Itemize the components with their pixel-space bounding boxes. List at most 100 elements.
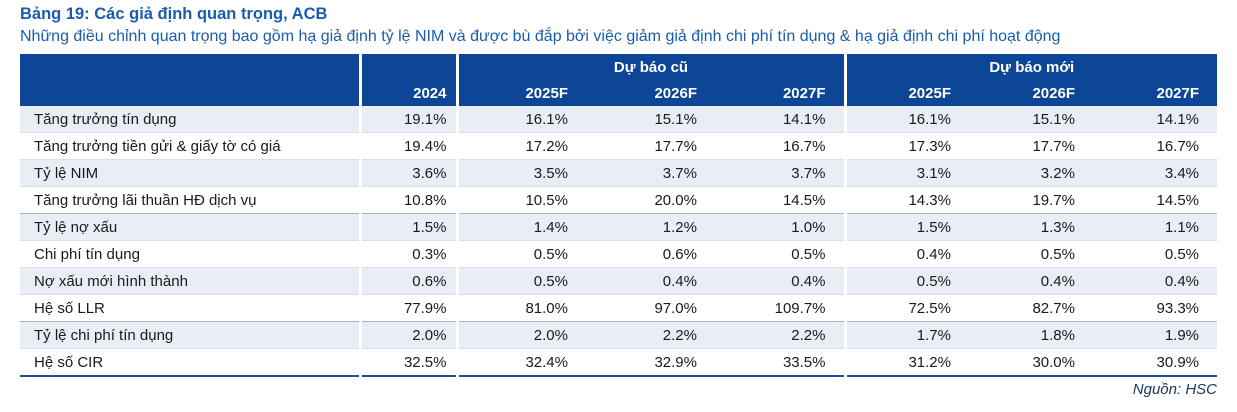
cell-value: 17.2% bbox=[455, 132, 586, 160]
cell-value: 32.5% bbox=[358, 348, 457, 377]
cell-value: 109.7% bbox=[715, 294, 845, 322]
row-label: Tỷ lệ NIM bbox=[20, 159, 360, 187]
header-blank-cell bbox=[20, 54, 360, 80]
group-header-row: Dự báo cũ Dự báo mới bbox=[20, 54, 1218, 80]
cell-value: 14.1% bbox=[715, 106, 845, 133]
cell-value: 3.5% bbox=[455, 159, 586, 187]
cell-value: 33.5% bbox=[715, 348, 845, 377]
cell-value: 2.0% bbox=[358, 321, 457, 349]
cell-value: 0.5% bbox=[1093, 240, 1218, 268]
cell-value: 93.3% bbox=[1093, 294, 1218, 322]
row-label: Hệ số LLR bbox=[20, 294, 360, 322]
cell-value: 1.7% bbox=[843, 321, 969, 349]
cell-value: 16.1% bbox=[455, 106, 586, 133]
row-label: Tỷ lệ chi phí tín dụng bbox=[20, 321, 360, 349]
row-label: Tăng trưởng lãi thuần HĐ dịch vụ bbox=[20, 186, 360, 214]
cell-value: 1.5% bbox=[358, 213, 457, 241]
cell-value: 30.9% bbox=[1093, 348, 1218, 377]
table-row: Tỷ lệ NIM 3.6% 3.5% 3.7% 3.7% 3.1% 3.2% … bbox=[20, 159, 1218, 187]
row-label: Chi phí tín dụng bbox=[20, 240, 360, 268]
table-row: Hệ số LLR 77.9% 81.0% 97.0% 109.7% 72.5%… bbox=[20, 294, 1218, 322]
table-title: Bảng 19: Các giả định quan trọng, ACB bbox=[20, 5, 328, 23]
cell-value: 0.5% bbox=[969, 240, 1093, 268]
cell-value: 17.7% bbox=[586, 132, 715, 160]
cell-value: 1.5% bbox=[843, 213, 969, 241]
cell-value: 1.0% bbox=[715, 213, 845, 241]
cell-value: 17.3% bbox=[843, 132, 969, 160]
cell-value: 1.3% bbox=[969, 213, 1093, 241]
cell-value: 16.1% bbox=[843, 106, 969, 133]
report-page: Bảng 19: Các giả định quan trọng, ACB Nh… bbox=[20, 5, 1218, 398]
cell-value: 72.5% bbox=[843, 294, 969, 322]
column-header-old-2026f: 2026F bbox=[586, 80, 715, 106]
table-row: Tỷ lệ chi phí tín dụng 2.0% 2.0% 2.2% 2.… bbox=[20, 321, 1218, 349]
cell-value: 1.4% bbox=[455, 213, 586, 241]
column-header-new-2026f: 2026F bbox=[969, 80, 1093, 106]
column-header-2024: 2024 bbox=[358, 80, 457, 106]
cell-value: 14.5% bbox=[1093, 186, 1218, 214]
table-row: Hệ số CIR 32.5% 32.4% 32.9% 33.5% 31.2% … bbox=[20, 348, 1218, 377]
source-note: Nguồn: HSC bbox=[1132, 381, 1217, 398]
cell-value: 14.5% bbox=[715, 186, 845, 214]
cell-value: 0.5% bbox=[715, 240, 845, 268]
header-blank-cell bbox=[358, 54, 457, 80]
cell-value: 0.5% bbox=[455, 240, 586, 268]
cell-value: 3.6% bbox=[358, 159, 457, 187]
cell-value: 0.4% bbox=[969, 267, 1093, 295]
cell-value: 19.1% bbox=[358, 106, 457, 133]
cell-value: 14.3% bbox=[843, 186, 969, 214]
cell-value: 3.1% bbox=[843, 159, 969, 187]
column-header-old-2025f: 2025F bbox=[455, 80, 586, 106]
table-row: Nợ xấu mới hình thành 0.6% 0.5% 0.4% 0.4… bbox=[20, 267, 1218, 295]
cell-value: 2.0% bbox=[455, 321, 586, 349]
row-label: Tỷ lệ nợ xấu bbox=[20, 213, 360, 241]
cell-value: 16.7% bbox=[1093, 132, 1218, 160]
cell-value: 0.4% bbox=[715, 267, 845, 295]
cell-value: 1.9% bbox=[1093, 321, 1218, 349]
cell-value: 77.9% bbox=[358, 294, 457, 322]
cell-value: 1.1% bbox=[1093, 213, 1218, 241]
year-header-row: 2024 2025F 2026F 2027F 2025F 2026F 2027F bbox=[20, 80, 1218, 106]
cell-value: 0.6% bbox=[586, 240, 715, 268]
cell-value: 0.4% bbox=[1093, 267, 1218, 295]
cell-value: 15.1% bbox=[969, 106, 1093, 133]
row-label: Tăng trưởng tiền gửi & giấy tờ có giá bbox=[20, 132, 360, 160]
cell-value: 81.0% bbox=[455, 294, 586, 322]
table-body: Tăng trưởng tín dụng 19.1% 16.1% 15.1% 1… bbox=[20, 106, 1218, 377]
column-header-new-2027f: 2027F bbox=[1093, 80, 1218, 106]
cell-value: 3.7% bbox=[715, 159, 845, 187]
cell-value: 32.9% bbox=[586, 348, 715, 377]
cell-value: 19.4% bbox=[358, 132, 457, 160]
cell-value: 20.0% bbox=[586, 186, 715, 214]
cell-value: 0.5% bbox=[843, 267, 969, 295]
cell-value: 14.1% bbox=[1093, 106, 1218, 133]
cell-value: 10.5% bbox=[455, 186, 586, 214]
column-header-old-2027f: 2027F bbox=[715, 80, 845, 106]
table-header: Dự báo cũ Dự báo mới 2024 2025F 2026F 20… bbox=[20, 54, 1218, 106]
group-header-new-forecast: Dự báo mới bbox=[843, 54, 1218, 80]
group-header-old-forecast: Dự báo cũ bbox=[455, 54, 845, 80]
cell-value: 16.7% bbox=[715, 132, 845, 160]
cell-value: 2.2% bbox=[715, 321, 845, 349]
cell-value: 82.7% bbox=[969, 294, 1093, 322]
cell-value: 32.4% bbox=[455, 348, 586, 377]
cell-value: 30.0% bbox=[969, 348, 1093, 377]
cell-value: 19.7% bbox=[969, 186, 1093, 214]
assumptions-table: Dự báo cũ Dự báo mới 2024 2025F 2026F 20… bbox=[20, 54, 1218, 377]
row-label: Tăng trưởng tín dụng bbox=[20, 106, 360, 133]
table-row: Tăng trưởng tín dụng 19.1% 16.1% 15.1% 1… bbox=[20, 106, 1218, 133]
cell-value: 97.0% bbox=[586, 294, 715, 322]
row-label: Nợ xấu mới hình thành bbox=[20, 267, 360, 295]
cell-value: 3.7% bbox=[586, 159, 715, 187]
row-label: Hệ số CIR bbox=[20, 348, 360, 377]
cell-value: 0.6% bbox=[358, 267, 457, 295]
cell-value: 2.2% bbox=[586, 321, 715, 349]
cell-value: 0.4% bbox=[586, 267, 715, 295]
cell-value: 3.4% bbox=[1093, 159, 1218, 187]
header-blank-cell bbox=[20, 80, 360, 106]
table-row: Tỷ lệ nợ xấu 1.5% 1.4% 1.2% 1.0% 1.5% 1.… bbox=[20, 213, 1218, 241]
cell-value: 17.7% bbox=[969, 132, 1093, 160]
cell-value: 0.5% bbox=[455, 267, 586, 295]
cell-value: 15.1% bbox=[586, 106, 715, 133]
cell-value: 31.2% bbox=[843, 348, 969, 377]
